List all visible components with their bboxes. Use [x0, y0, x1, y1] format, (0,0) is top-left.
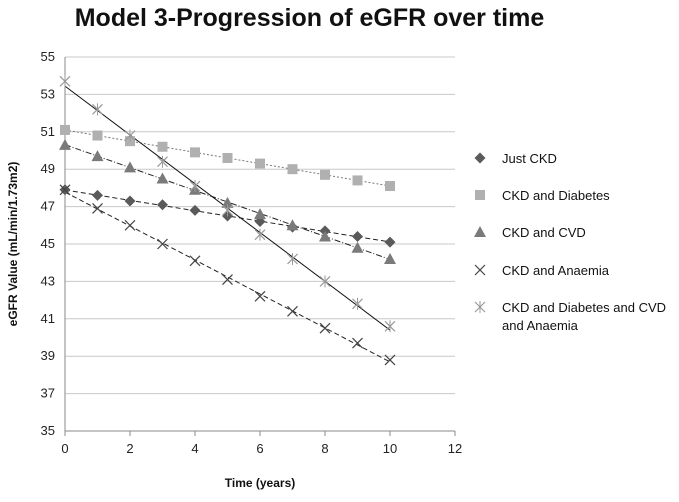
legend-label-3: CKD and CVD: [502, 225, 586, 240]
legend-label-2: CKD and Diabetes: [502, 188, 610, 203]
data-point-series-5: [254, 228, 266, 241]
x-tick-label: 0: [61, 441, 68, 456]
data-point-series-4: [92, 203, 103, 214]
data-point-series-4: [124, 219, 136, 231]
data-point-series-2: [352, 175, 363, 186]
axes: 35 37 39 41 43 45 47 49 51 53 55 0 2 4 6 8 10 12: [41, 49, 463, 456]
data-point-series-3: [286, 219, 299, 231]
data-point-series-5: [287, 252, 298, 265]
data-point-series-3: [384, 252, 396, 264]
legend-marker-1: [474, 152, 486, 164]
legend-label-5: CKD and Diabetes and CVD: [502, 300, 666, 315]
data-point-series-3: [91, 150, 104, 162]
data-point-series-2: [385, 181, 395, 192]
legend-label-4: CKD and Anaemia: [502, 263, 610, 278]
x-tick-label: 8: [321, 441, 328, 456]
data-point-series-2: [92, 130, 103, 141]
data-point-series-4: [319, 322, 331, 334]
y-axis-title: eGFR Value (mL/min/1.73m2): [6, 162, 20, 327]
data-point-series-1: [124, 195, 136, 207]
data-point-series-4: [384, 354, 396, 366]
data-point-series-5: [222, 204, 233, 217]
data-point-series-4: [189, 255, 201, 267]
data-point-series-1: [92, 189, 103, 201]
data-point-series-1: [157, 199, 168, 211]
data-point-series-5: [189, 180, 201, 193]
trendline-series-3: [64, 144, 391, 260]
y-tick-label: 35: [41, 423, 55, 438]
data-point-series-2: [60, 124, 70, 135]
y-tick-label: 39: [41, 348, 55, 363]
y-tick-label: 55: [41, 49, 55, 64]
x-axis-title: Time (years): [225, 476, 295, 490]
y-tick-label: 51: [41, 124, 55, 139]
y-tick-label: 43: [41, 273, 55, 288]
x-tick-label: 10: [383, 441, 397, 456]
data-point-series-4: [157, 238, 168, 250]
chart-title: Model 3-Progression of eGFR over time: [74, 4, 545, 32]
x-tick-label: 6: [256, 441, 263, 456]
data-point-series-5: [352, 297, 363, 310]
data-point-series-4: [352, 337, 363, 349]
data-point-series-1: [189, 204, 201, 216]
data-point-series-4: [287, 305, 298, 317]
data-point-series-3: [124, 161, 136, 173]
data-point-series-4: [254, 290, 266, 302]
data-point-series-5: [319, 275, 331, 288]
data-point-series-5: [384, 320, 396, 333]
data-point-series-3: [156, 172, 169, 184]
legend-marker-5: [474, 301, 486, 313]
data-point-series-3: [59, 138, 71, 150]
data-point-series-3: [254, 208, 266, 220]
data-point-series-2: [222, 152, 233, 163]
legend-marker-3: [474, 226, 486, 237]
data-point-series-5: [92, 103, 103, 116]
y-tick-label: 41: [41, 311, 55, 326]
y-tick-label: 49: [41, 161, 55, 176]
data-point-series-4: [222, 274, 233, 285]
legend-label-5-cont: and Anaemia: [502, 318, 579, 333]
data-point-series-2: [320, 169, 330, 180]
data-point-series-2: [255, 158, 265, 169]
data-point-series-5: [157, 155, 168, 168]
x-tick-label: 12: [448, 441, 462, 456]
data-point-series-5: [59, 75, 71, 88]
data-point-series-3: [319, 230, 331, 242]
legend-marker-4: [474, 264, 486, 276]
data-point-series-2: [287, 164, 298, 175]
trendline-series-4: [64, 191, 391, 363]
data-point-series-1: [384, 236, 396, 248]
legend-marker-2: [475, 190, 485, 200]
x-tick-label: 4: [191, 441, 198, 456]
data-point-series-2: [190, 147, 200, 158]
x-tick-label: 2: [126, 441, 133, 456]
y-tick-label: 45: [41, 236, 55, 251]
legend: Just CKD CKD and Diabetes CKD and CVD CKD a…: [474, 151, 666, 333]
data-point-series-4: [59, 184, 71, 196]
gridlines: [65, 56, 455, 432]
data-markers: [59, 75, 396, 366]
data-point-series-1: [352, 231, 363, 243]
data-point-series-3: [221, 196, 234, 208]
trendlines: [64, 85, 391, 363]
y-tick-label: 47: [41, 199, 55, 214]
data-point-series-3: [351, 241, 364, 253]
y-tick-label: 53: [41, 86, 55, 101]
y-tick-label: 37: [41, 386, 55, 401]
data-point-series-5: [124, 129, 136, 142]
legend-label-1: Just CKD: [502, 151, 557, 166]
data-point-series-2: [157, 141, 168, 152]
